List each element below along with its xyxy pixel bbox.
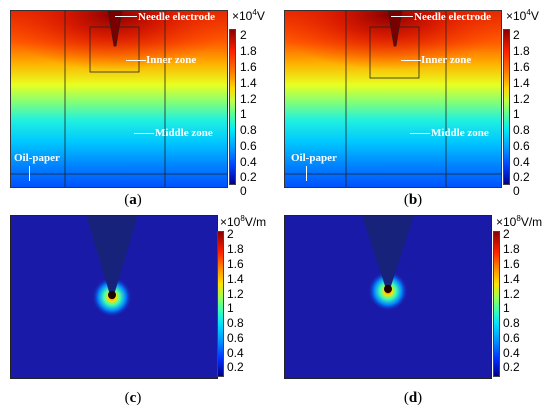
tick: 0.4 bbox=[503, 346, 520, 360]
tick: 0.6 bbox=[503, 331, 520, 345]
tick: 2 bbox=[227, 227, 234, 241]
arrow-icon bbox=[410, 133, 430, 134]
tick: 0 bbox=[513, 184, 520, 198]
colorbar bbox=[493, 231, 500, 377]
colorbar-unit: ×108V/m bbox=[220, 214, 267, 229]
needle-electrode-label: Needle electrode bbox=[138, 11, 216, 23]
tick: 1.2 bbox=[513, 92, 530, 106]
oil-paper-label: Oil-paper bbox=[291, 152, 337, 164]
tick: 1.8 bbox=[513, 44, 530, 58]
middle-zone-label: Middle zone bbox=[155, 127, 213, 139]
inner-zone-label: Inner zone bbox=[421, 54, 472, 66]
caption-c: (c) bbox=[124, 390, 142, 406]
tick: 1.6 bbox=[240, 60, 257, 74]
tick: 1 bbox=[227, 301, 234, 315]
caption-d: (d) bbox=[403, 390, 423, 406]
tick: 1.4 bbox=[503, 272, 520, 286]
tick: 0.6 bbox=[240, 139, 257, 153]
tick: 1.4 bbox=[513, 76, 530, 90]
tick: 1.6 bbox=[513, 60, 530, 74]
tick: 0.2 bbox=[503, 360, 520, 374]
colorbar-unit: ×104V bbox=[506, 8, 539, 23]
tick: 1.8 bbox=[227, 242, 244, 256]
needle-electrode-label: Needle electrode bbox=[414, 11, 492, 23]
tick: 0.2 bbox=[513, 170, 530, 184]
tick: 1 bbox=[513, 107, 520, 121]
caption-a: (a) bbox=[124, 192, 142, 208]
tick: 1.2 bbox=[227, 287, 244, 301]
arrow-icon bbox=[126, 60, 146, 61]
arrow-icon bbox=[401, 60, 421, 61]
tick: 1.2 bbox=[503, 287, 520, 301]
tick: 1.8 bbox=[240, 44, 257, 58]
tick: 0 bbox=[240, 184, 247, 198]
arrow-icon bbox=[391, 16, 413, 17]
tick: 1.4 bbox=[227, 272, 244, 286]
tick: 0.8 bbox=[240, 123, 257, 137]
oil-paper-label: Oil-paper bbox=[14, 152, 60, 164]
arrow-icon bbox=[134, 133, 154, 134]
tick: 1.6 bbox=[227, 257, 244, 271]
tick: 0.4 bbox=[240, 155, 257, 169]
tick: 0.8 bbox=[503, 316, 520, 330]
tick: 1.2 bbox=[240, 92, 257, 106]
tick: 1 bbox=[240, 107, 247, 121]
tick: 0.2 bbox=[227, 360, 244, 374]
tick: 0.8 bbox=[513, 123, 530, 137]
colorbar-unit: ×104V bbox=[232, 8, 265, 23]
potential-plot-a bbox=[10, 10, 228, 188]
arrow-icon bbox=[306, 166, 307, 181]
tick: 0.4 bbox=[227, 346, 244, 360]
tick: 2 bbox=[240, 28, 247, 42]
field-plot-c bbox=[10, 215, 218, 379]
tick: 2 bbox=[513, 28, 520, 42]
tick: 1.8 bbox=[503, 242, 520, 256]
caption-b: (b) bbox=[403, 192, 423, 208]
middle-zone-label: Middle zone bbox=[431, 127, 489, 139]
tick: 2 bbox=[503, 227, 510, 241]
arrow-icon bbox=[29, 166, 30, 181]
tick: 0.2 bbox=[240, 170, 257, 184]
arrow-icon bbox=[115, 16, 137, 17]
tick: 0.8 bbox=[227, 316, 244, 330]
colorbar bbox=[229, 29, 236, 185]
tick: 0.4 bbox=[513, 155, 530, 169]
colorbar bbox=[217, 231, 224, 377]
tick: 1.4 bbox=[240, 76, 257, 90]
field-plot-d bbox=[284, 215, 492, 379]
tick: 1 bbox=[503, 301, 510, 315]
potential-plot-b bbox=[284, 10, 502, 188]
colorbar-unit: ×108V/m bbox=[496, 214, 543, 229]
tick: 1.6 bbox=[503, 257, 520, 271]
tick: 0.6 bbox=[227, 331, 244, 345]
inner-zone-label: Inner zone bbox=[146, 54, 197, 66]
colorbar bbox=[503, 29, 510, 185]
tick: 0.6 bbox=[513, 139, 530, 153]
